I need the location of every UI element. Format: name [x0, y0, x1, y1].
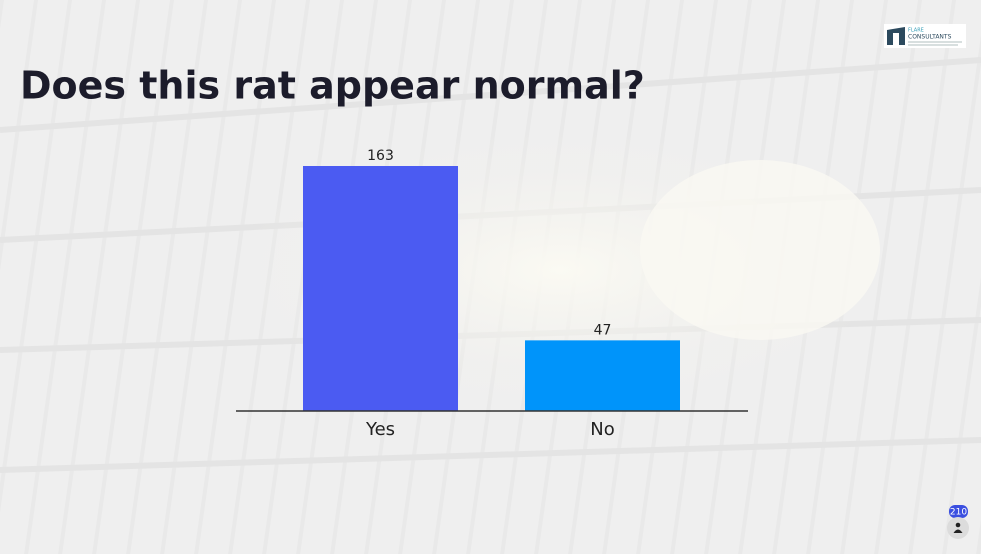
logo: FLARE CONSULTANTS — [884, 24, 966, 48]
category-label: No — [590, 419, 614, 440]
logo-icon — [887, 27, 905, 45]
title: Does this rat appear normal? — [20, 64, 645, 108]
participant-count: 210 — [947, 505, 969, 539]
bar — [303, 166, 458, 411]
value-label: 163 — [367, 148, 394, 164]
logo-box — [884, 24, 966, 48]
background-rat-head — [640, 160, 880, 340]
category-label: Yes — [365, 419, 395, 440]
value-label: 47 — [594, 322, 612, 338]
logo-subtitle: CONSULTANTS — [908, 34, 952, 41]
participant-button[interactable] — [947, 517, 969, 539]
participant-icon — [955, 522, 961, 528]
bar — [525, 340, 680, 411]
logo-name: FLARE — [908, 28, 924, 34]
participant-icon — [953, 529, 963, 533]
participant-badge — [949, 505, 968, 518]
participant-number: 210 — [950, 508, 967, 518]
plot: 163 Yes 47 No — [303, 148, 680, 440]
